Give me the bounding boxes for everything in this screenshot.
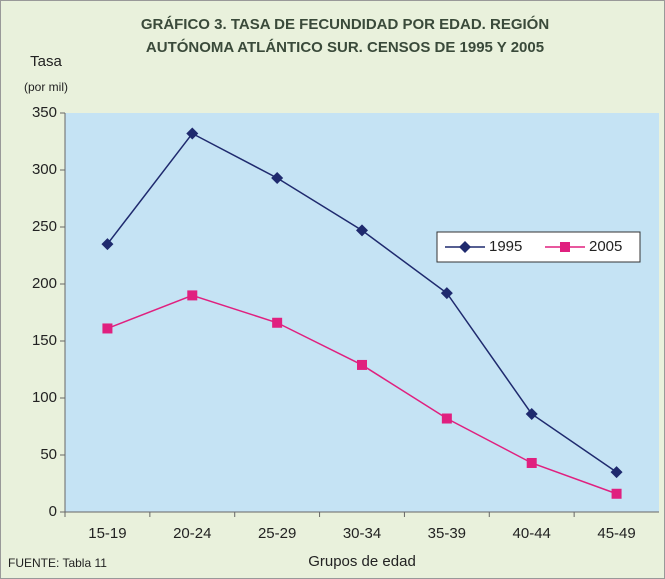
x-tick-label: 15-19 [88, 525, 126, 542]
data-point [525, 407, 538, 420]
data-point [441, 413, 452, 424]
x-tick-label: 45-49 [597, 525, 635, 542]
data-point [356, 224, 368, 237]
plot-area [65, 113, 659, 512]
y-axis-label: Tasa [30, 53, 62, 70]
y-tick-label: 150 [32, 332, 57, 349]
x-tick-label: 40-44 [513, 525, 551, 542]
x-tick-label: 35-39 [428, 525, 466, 542]
y-tick-label: 300 [32, 161, 57, 178]
y-axis-label: (por mil) [24, 80, 68, 94]
data-point [459, 241, 471, 253]
data-point [611, 488, 622, 499]
y-tick-label: 350 [32, 104, 57, 121]
y-tick-label: 50 [40, 446, 57, 463]
y-tick-label: 100 [32, 389, 57, 406]
x-tick-label: 30-34 [343, 525, 381, 542]
y-tick-label: 200 [32, 275, 57, 292]
x-tick-label: 20-24 [173, 525, 211, 542]
legend-label: 2005 [589, 238, 622, 255]
legend-label: 1995 [489, 238, 522, 255]
data-point [102, 323, 113, 334]
data-point [610, 466, 623, 479]
x-axis-label: Grupos de edad [308, 553, 416, 570]
data-point [526, 457, 537, 468]
data-point [187, 290, 198, 301]
source-note: FUENTE: Tabla 11 [8, 556, 107, 570]
y-tick-label: 0 [49, 503, 57, 520]
data-point [357, 359, 367, 370]
x-tick-label: 25-29 [258, 525, 296, 542]
data-point [101, 238, 114, 251]
chart-title: GRÁFICO 3. TASA DE FECUNDIDAD POR EDAD. … [141, 15, 549, 33]
data-point [440, 287, 453, 300]
data-point [272, 317, 283, 328]
data-point [271, 171, 284, 184]
y-tick-label: 250 [32, 218, 57, 235]
chart-title: AUTÓNOMA ATLÁNTICO SUR. CENSOS DE 1995 Y… [146, 38, 544, 56]
data-point [560, 242, 570, 252]
data-point [186, 127, 199, 140]
